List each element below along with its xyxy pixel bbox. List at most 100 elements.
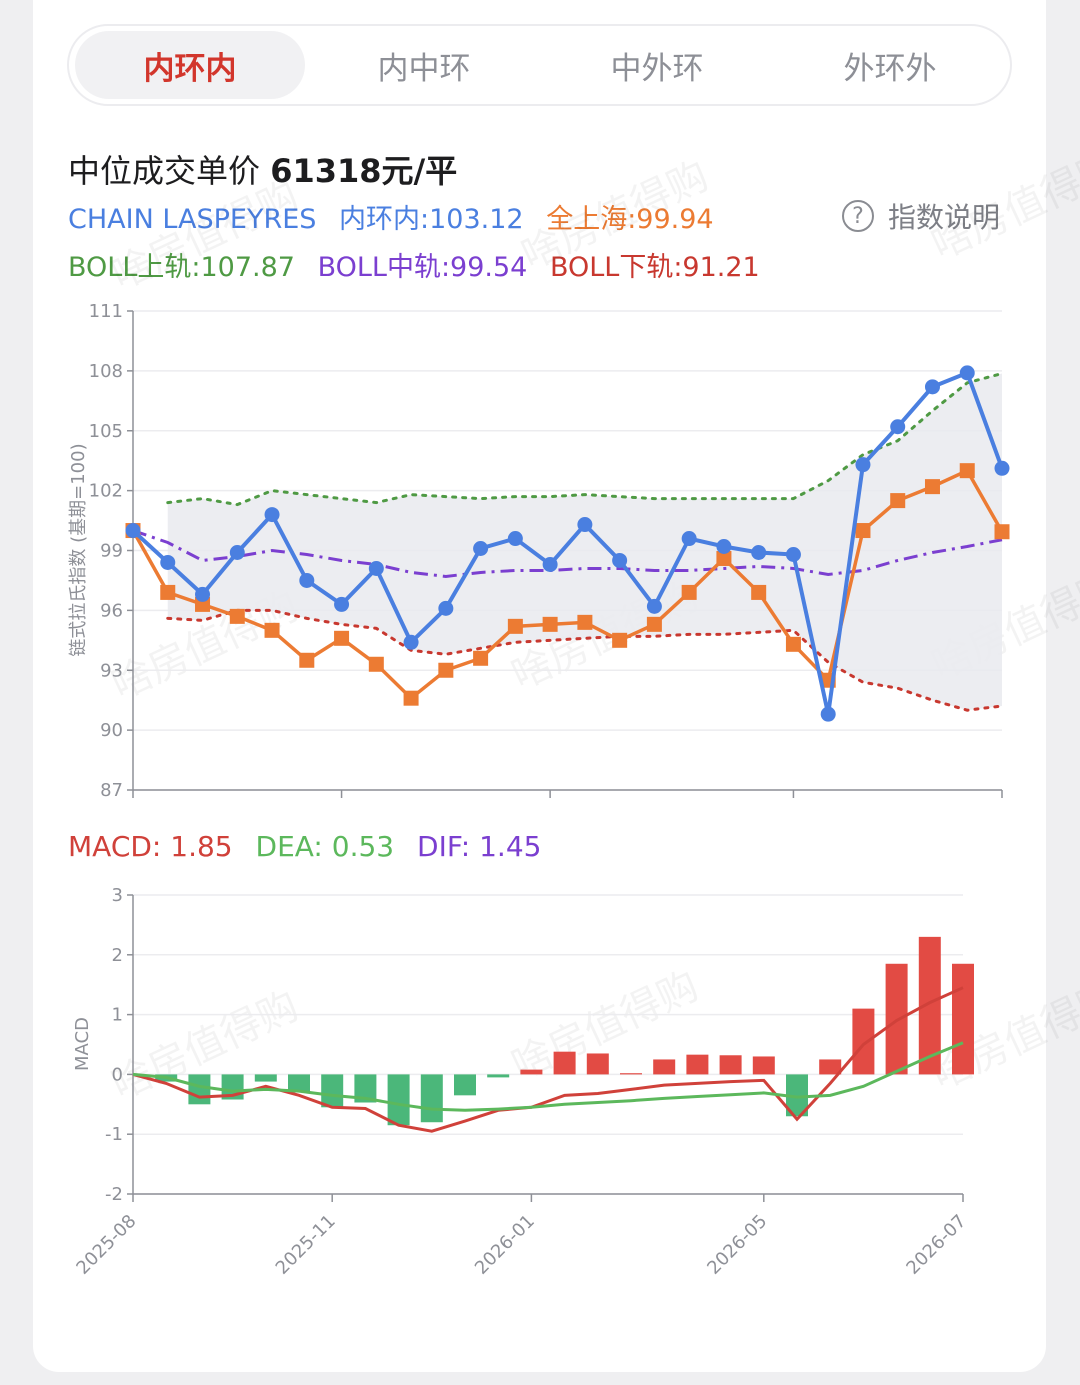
inner-ring-point [994, 460, 1010, 476]
index-chart: 87 90 93 96 99 102 105 108 111 链式拉氏指数 (基期=100) [68, 301, 1010, 801]
macd-bar [321, 1074, 344, 1108]
shanghai-point [334, 630, 350, 646]
macd-bar [520, 1069, 543, 1075]
legend-dif: DIF: 1.45 [417, 830, 542, 863]
macd-bar [420, 1074, 443, 1123]
macd-bar [487, 1074, 510, 1078]
shanghai-point [507, 618, 523, 634]
shanghai-point [924, 479, 940, 495]
inner-ring-point [299, 572, 315, 588]
macd-bar [454, 1074, 476, 1096]
boll-mid-line [132, 529, 1003, 578]
macd-bar [254, 1074, 277, 1082]
inner-ring-point [855, 457, 871, 473]
y-axis-label: MACD [72, 1017, 93, 1071]
inner-ring-point [577, 517, 593, 533]
shanghai-point [438, 662, 454, 678]
legend-boll-upper: BOLL上轨:107.87 [68, 252, 295, 283]
x-tick-label: 2025-08 [72, 1211, 140, 1279]
macd-bar [354, 1074, 377, 1103]
median-price-label: 中位成交单价 [68, 152, 261, 190]
shanghai-point [299, 652, 315, 668]
y-tick-label: 105 [89, 421, 123, 442]
tab-inner-ring[interactable]: 内环内 [75, 31, 305, 99]
shanghai-point [229, 608, 245, 624]
inner-ring-point [751, 544, 767, 560]
shanghai-point [994, 524, 1010, 540]
shanghai-point [403, 690, 419, 706]
macd-bar [786, 1074, 808, 1117]
y-tick-label: 99 [100, 541, 123, 562]
macd-bar [553, 1051, 576, 1075]
legend-shanghai: 全上海:99.94 [546, 204, 714, 235]
x-tick-label: 2026-07 [902, 1211, 970, 1279]
shanghai-point [751, 584, 767, 600]
macd-bar [620, 1073, 642, 1075]
macd-bar [288, 1074, 310, 1093]
inner-ring-point [542, 556, 558, 572]
shanghai-point [646, 616, 662, 632]
inner-ring-point [507, 531, 523, 547]
tab-inner-middle[interactable]: 内中环 [377, 50, 471, 87]
inner-ring-point [403, 634, 419, 650]
shanghai-point [612, 632, 628, 648]
boll-lower-line [166, 608, 1004, 712]
macd-bar [653, 1059, 676, 1075]
x-tick-label: 2026-01 [471, 1211, 539, 1279]
dea-line [132, 1041, 964, 1112]
inner-ring-point [890, 419, 906, 435]
ring-tabs: 内环内 内中环 中外环 外环外 [67, 24, 1012, 106]
inner-ring-point [716, 539, 732, 555]
legend-boll-lower: BOLL下轨:91.21 [549, 252, 760, 283]
boll-band [167, 373, 1002, 711]
legend-chain-label: CHAIN LASPEYRES [68, 204, 317, 235]
y-tick-label: 1 [112, 1005, 123, 1026]
y-tick-label: 0 [112, 1064, 123, 1085]
y-axis-label: 链式拉氏指数 (基期=100) [68, 443, 89, 656]
inner-ring-line [131, 370, 1004, 715]
y-tick-label: 96 [100, 600, 123, 621]
inner-ring-point [160, 554, 176, 570]
macd-bar [387, 1074, 410, 1126]
dif-line [132, 986, 964, 1133]
index-card [33, 0, 1046, 1372]
shanghai-point [785, 636, 801, 652]
inner-ring-point [229, 544, 245, 560]
macd-bar [686, 1054, 709, 1075]
legend-dea: DEA: 0.53 [255, 830, 395, 863]
inner-ring-point [959, 365, 975, 381]
shanghai-point [577, 614, 593, 630]
shanghai-point [264, 622, 280, 638]
tab-outer-ring[interactable]: 外环外 [843, 50, 937, 87]
shanghai-point [716, 550, 732, 566]
inner-ring-point [924, 379, 940, 395]
median-price: 中位成交单价 61318元/平 [68, 146, 457, 192]
macd-bar [852, 1008, 875, 1075]
index-help-button[interactable]: ? 指数说明 [842, 196, 1000, 236]
y-tick-label: 90 [100, 720, 123, 741]
watermark-1: 啥房值得购 [515, 153, 716, 279]
inner-ring-point [473, 541, 489, 557]
inner-ring-point [264, 507, 280, 523]
inner-ring-point [334, 596, 350, 612]
inner-ring-point [125, 523, 141, 539]
y-tick-label: 3 [112, 885, 123, 906]
inner-ring-point [820, 706, 836, 722]
macd-legend: MACD: 1.85 DEA: 0.53 DIF: 1.45 [68, 830, 541, 863]
y-tick-label: 93 [100, 660, 123, 681]
inner-ring-point [681, 531, 697, 547]
macd-bar [952, 963, 974, 1075]
shanghai-point [681, 584, 697, 600]
help-label: 指数说明 [888, 201, 1001, 234]
macd-bar [752, 1056, 775, 1075]
tab-middle-outer[interactable]: 中外环 [610, 50, 704, 87]
y-tick-label: 111 [89, 301, 123, 322]
macd-bar [819, 1059, 842, 1075]
shanghai-point [959, 463, 975, 479]
y-tick-label: 87 [100, 780, 123, 801]
macd-bar [719, 1055, 742, 1075]
boll-upper-line [166, 371, 1004, 507]
x-tick-label: 2026-05 [703, 1211, 771, 1279]
inner-ring-point [368, 560, 384, 576]
